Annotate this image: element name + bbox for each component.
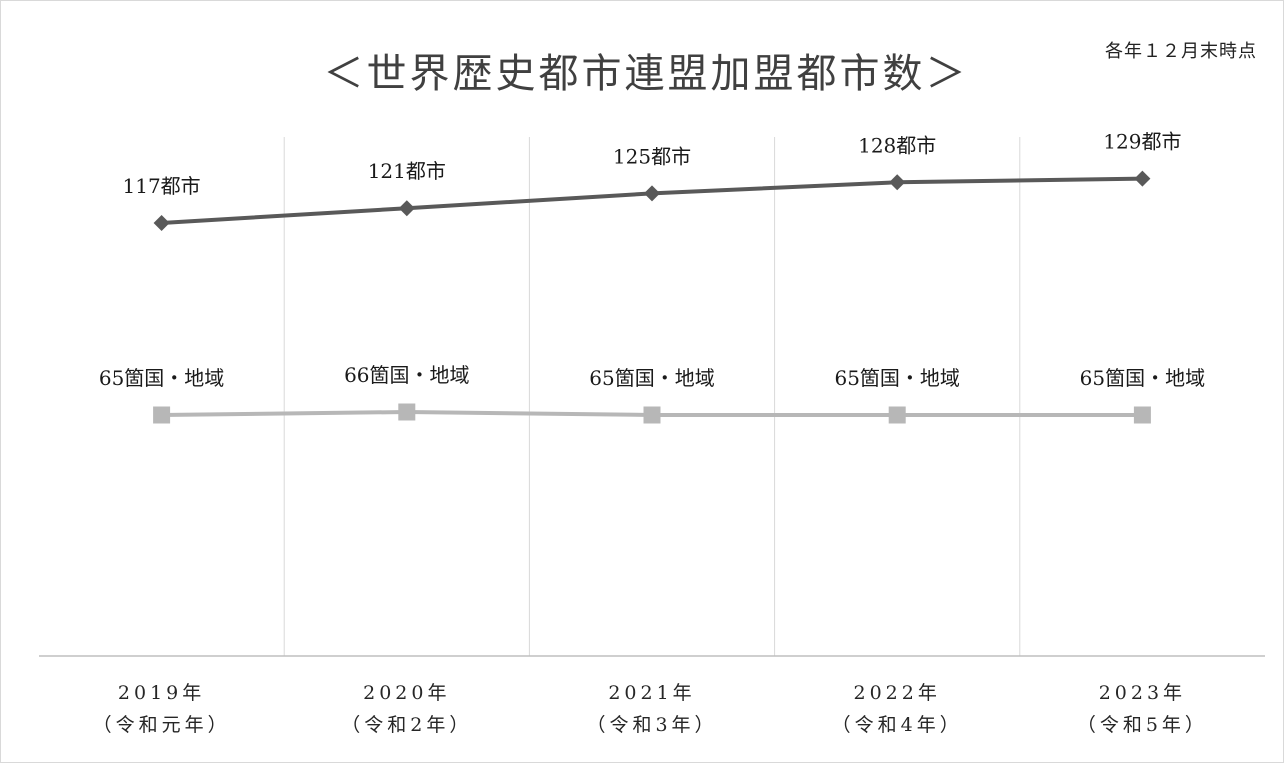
category-label: 2023年 （令和5年） [1042,677,1242,741]
series-1-point [644,185,660,202]
data-label: 125都市 [613,144,691,168]
category-label: 2019年 （令和元年） [62,677,262,741]
category-year: 2019年 [117,682,206,704]
chart-title: ＜世界歴史都市連盟加盟都市数＞ [323,51,969,97]
data-label: 66箇国・地域 [344,363,469,387]
series-1-point [889,174,906,191]
data-label: 128都市 [858,133,936,157]
category-year: 2022年 [853,682,941,704]
category-era: （令和元年） [92,714,231,736]
category-year: 2020年 [363,682,451,704]
chart-note: 各年１２月末時点 [1105,41,1257,62]
category-era: （令和5年） [1076,714,1208,736]
series-2-point [153,406,171,424]
category-year: 2023年 [1098,682,1187,704]
data-label: 117都市 [123,174,201,198]
series-2-point [888,406,906,424]
data-label: 65箇国・地域 [99,366,224,390]
category-era: （令和3年） [586,714,718,736]
category-era: （令和4年） [831,714,963,736]
category-year: 2021年 [608,682,696,704]
data-label: 65箇国・地域 [1080,366,1205,390]
category-label: 2022年 （令和4年） [797,677,997,741]
series-1-point [398,200,415,217]
series-2-point [1133,406,1151,424]
series-2-point [643,406,661,424]
data-label: 65箇国・地域 [834,366,959,390]
data-label: 121都市 [368,159,446,183]
series-1-point [1134,170,1151,187]
category-label: 2021年 （令和3年） [552,677,752,741]
data-label: 65箇国・地域 [589,366,714,390]
data-label: 129都市 [1103,130,1181,154]
series-2-point [398,403,416,421]
series-1-point [153,215,170,231]
category-era: （令和2年） [341,714,473,736]
category-label: 2020年 （令和2年） [307,677,507,741]
